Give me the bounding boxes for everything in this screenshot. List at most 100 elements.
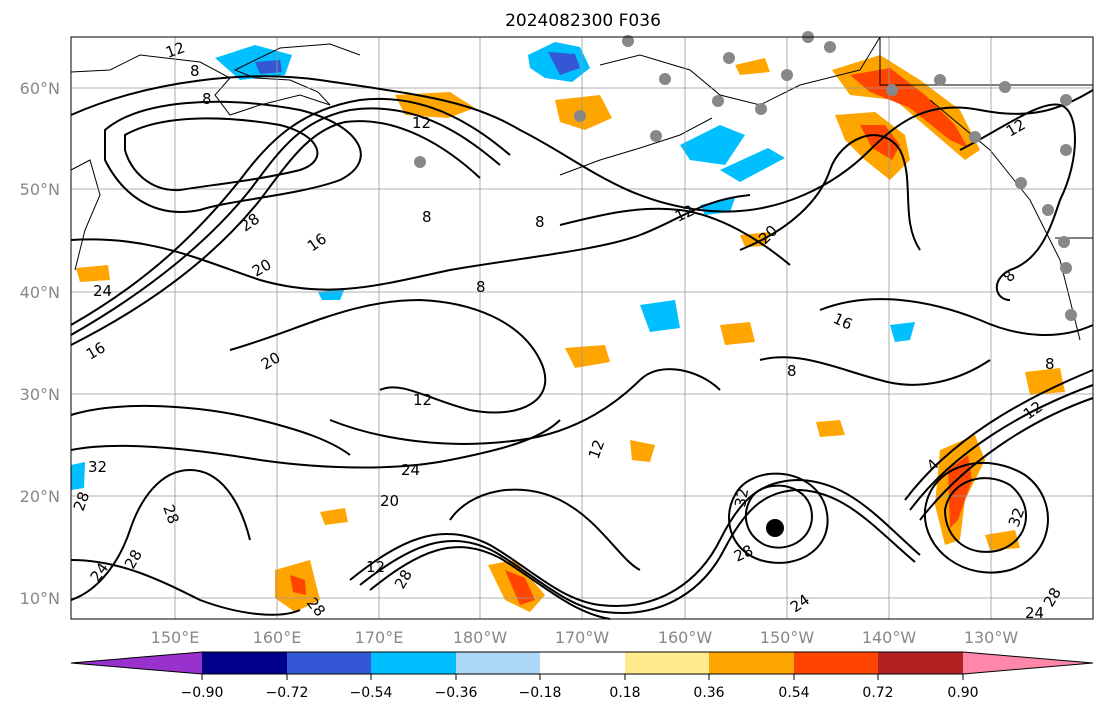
- contour-line: [70, 559, 301, 616]
- lat-label-50n: 50°N: [20, 180, 60, 199]
- contour-line: [70, 107, 501, 336]
- contour-label: 24: [93, 282, 112, 300]
- warm-patch: [816, 420, 845, 437]
- contour-line: [229, 298, 547, 414]
- contour-line: [70, 75, 1094, 213]
- colorbar-segment: [540, 652, 625, 674]
- map-panel: 12 8 8 12 28 16 20 24 16 8 8 12 20 12 8 …: [70, 31, 1094, 622]
- lat-label-60n: 60°N: [20, 79, 60, 98]
- contour-line: [329, 368, 721, 445]
- station-marker: [755, 103, 767, 115]
- gridlines: [71, 37, 1093, 619]
- colorbar-ticks: [201, 674, 964, 680]
- colorbar-segment: [287, 652, 371, 674]
- blue-patch: [318, 288, 345, 300]
- lon-label-130w: 130°W: [964, 628, 1019, 647]
- contour-label: 32: [88, 458, 107, 476]
- latitude-labels: 60°N 50°N 40°N 30°N 20°N 10°N: [20, 79, 60, 608]
- warm-patch: [320, 508, 348, 525]
- contour-label: 12: [366, 558, 385, 576]
- lat-label-30n: 30°N: [20, 385, 60, 404]
- colorbar-segment: [794, 652, 878, 674]
- contour-line: [759, 356, 991, 386]
- colorbar: −0.90 −0.72 −0.54 −0.36 −0.18 0.18 0.36 …: [70, 651, 1094, 701]
- contour-label: 12: [163, 38, 187, 61]
- colorbar-segment: [202, 652, 287, 674]
- lon-label-150w: 150°W: [760, 628, 815, 647]
- lat-label-10n: 10°N: [20, 589, 60, 608]
- contour-line: [349, 478, 921, 607]
- coastlines: [70, 36, 1093, 341]
- colorbar-extend-max: [963, 652, 1093, 674]
- cyclone-contour: [943, 477, 1027, 553]
- station-marker: [659, 73, 671, 85]
- contour-label: 32: [731, 487, 752, 509]
- blue-patches: [71, 42, 915, 490]
- lat-label-40n: 40°N: [20, 283, 60, 302]
- station-markers: [414, 31, 1077, 321]
- colorbar-tick-label: −0.54: [350, 685, 393, 701]
- contour-label: 8: [476, 278, 486, 296]
- lon-label-170w: 170°W: [555, 628, 610, 647]
- blue-patch: [71, 462, 85, 490]
- warm-patch: [76, 265, 110, 282]
- warm-patch: [630, 440, 655, 462]
- station-marker: [969, 131, 981, 143]
- warm-patches: [76, 55, 1065, 612]
- warm-patch-core: [948, 455, 972, 528]
- contour-label: 8: [190, 62, 200, 80]
- lon-label-180w: 180°W: [453, 628, 508, 647]
- station-marker: [574, 110, 586, 122]
- colorbar-segment: [709, 652, 794, 674]
- warm-patch: [720, 322, 755, 345]
- lon-label-160w: 160°W: [658, 628, 713, 647]
- coastline-aleutians: [559, 117, 713, 176]
- colorbar-tick-label: 0.72: [862, 685, 893, 701]
- station-marker: [1042, 204, 1054, 216]
- cyclone-center-marker: [766, 519, 784, 537]
- warm-patch-core: [290, 575, 306, 595]
- contour-label: 20: [380, 492, 399, 510]
- station-marker: [781, 69, 793, 81]
- station-marker: [712, 95, 724, 107]
- station-marker: [1015, 177, 1027, 189]
- colorbar-segment: [456, 652, 540, 674]
- station-marker: [723, 52, 735, 64]
- contour-label: 24: [401, 461, 420, 479]
- contour-line: [70, 120, 481, 346]
- contour-line: [919, 397, 1094, 521]
- colorbar-tick-label: 0.90: [947, 685, 978, 701]
- contour-label: 12: [585, 437, 608, 461]
- lon-label-160e: 160°E: [253, 628, 302, 647]
- warm-patch: [565, 345, 610, 368]
- contour-line: [819, 298, 1094, 337]
- colorbar-extend-min: [71, 652, 202, 674]
- colorbar-tick-label: 0.36: [693, 685, 724, 701]
- blue-patch: [680, 125, 745, 165]
- colorbar-tick-label: −0.90: [181, 685, 224, 701]
- cyclone-contour: [744, 484, 813, 549]
- station-marker: [886, 84, 898, 96]
- colorbar-segment: [625, 652, 709, 674]
- contour-label: 8: [787, 362, 797, 380]
- colorbar-tick-label: 0.18: [609, 685, 640, 701]
- cyclone-contour: [923, 461, 1049, 574]
- contour-label: 8: [535, 213, 545, 231]
- warm-patch: [395, 92, 475, 118]
- contour-line: [739, 134, 921, 251]
- station-marker: [1065, 309, 1077, 321]
- contour-line: [909, 384, 1094, 511]
- cyclone-contour: [727, 472, 829, 564]
- blue-patch: [720, 148, 785, 182]
- contour-label: 8: [422, 208, 432, 226]
- station-marker: [824, 41, 836, 53]
- station-marker: [1060, 262, 1072, 274]
- colorbar-tick-label: −0.36: [435, 685, 478, 701]
- station-marker: [650, 130, 662, 142]
- station-marker: [999, 81, 1011, 93]
- blue-patch: [890, 322, 915, 342]
- contour-label: 28: [159, 502, 182, 526]
- contour-label: 28: [70, 489, 93, 513]
- station-marker: [1060, 144, 1072, 156]
- contour-line: [559, 207, 791, 266]
